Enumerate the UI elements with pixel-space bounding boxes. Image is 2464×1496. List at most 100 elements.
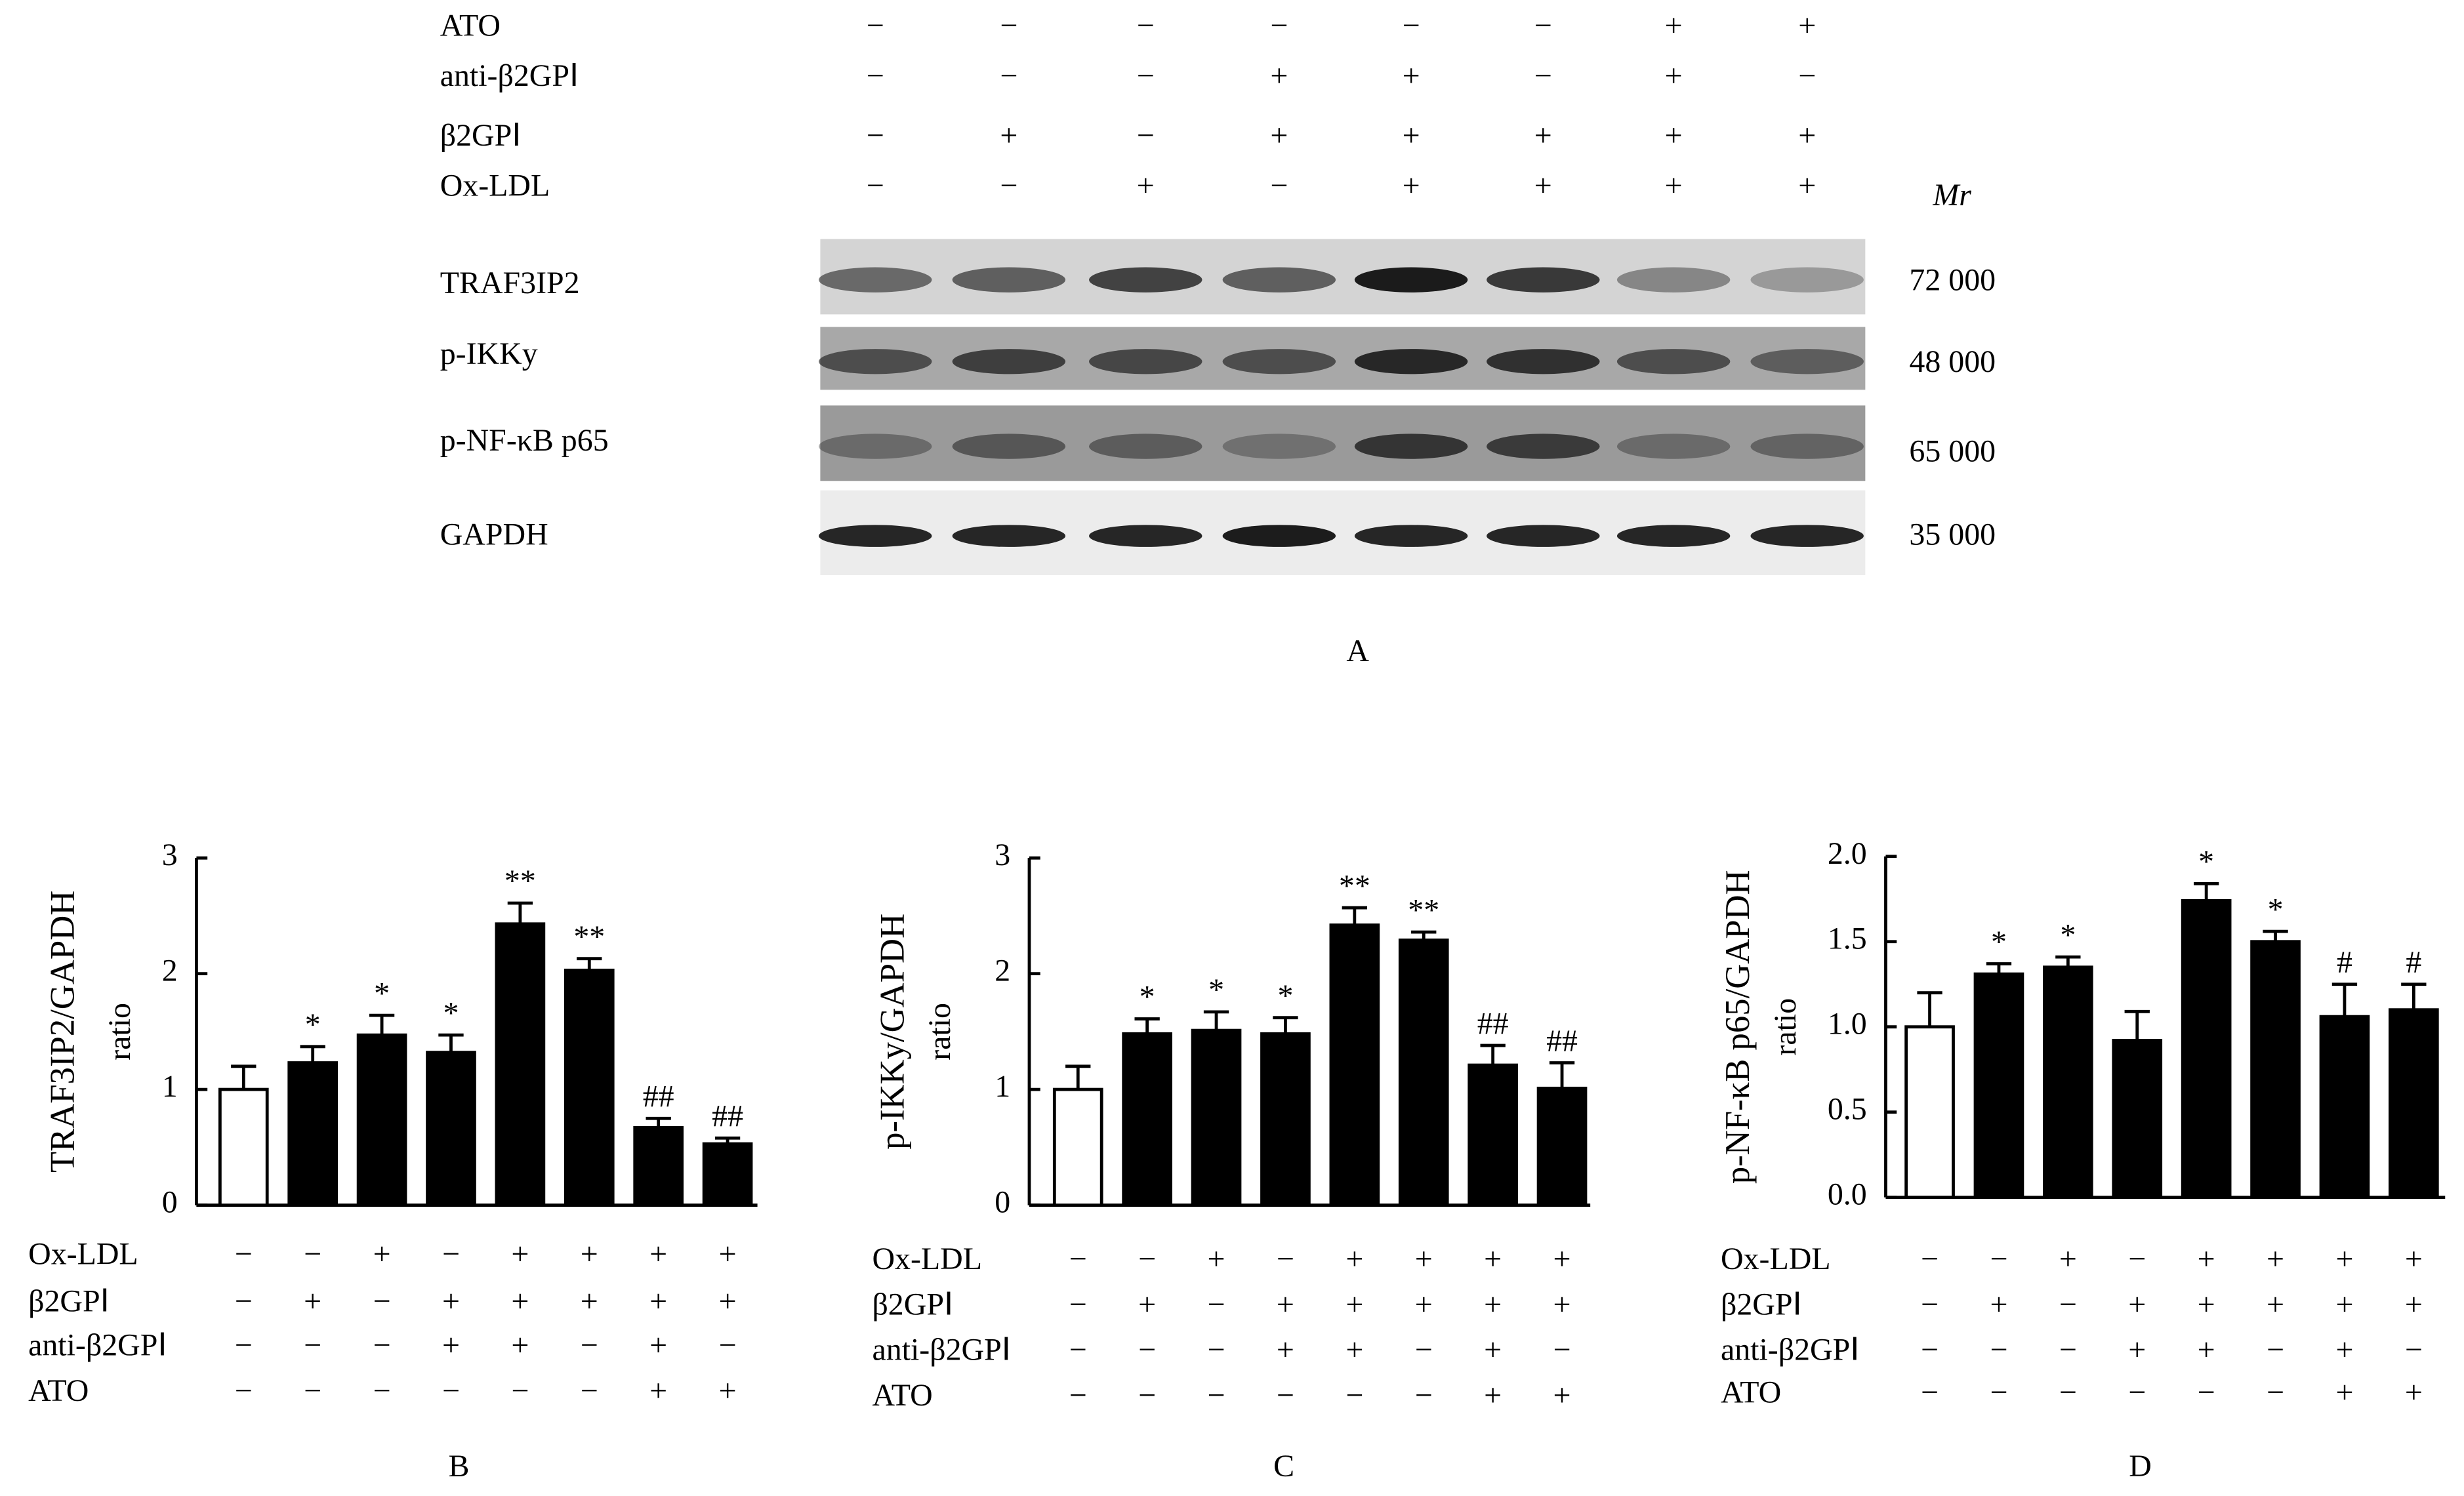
condition-sign: − xyxy=(304,1373,321,1408)
condition-sign: − xyxy=(1000,58,1017,93)
condition-sign: + xyxy=(2128,1333,2146,1367)
y-tick-label: 2.0 xyxy=(1828,836,1867,871)
panel-label: B xyxy=(448,1449,469,1484)
condition-sign: − xyxy=(2198,1375,2215,1409)
condition-sign: + xyxy=(1553,1287,1571,1322)
condition-sign: − xyxy=(235,1373,253,1408)
condition-sign: − xyxy=(1534,58,1552,93)
condition-sign: − xyxy=(1553,1333,1571,1367)
condition-sign: − xyxy=(2059,1375,2077,1409)
condition-sign: − xyxy=(1277,1242,1294,1276)
condition-label: Ox-LDL xyxy=(872,1242,982,1276)
error-bar xyxy=(1411,930,1437,940)
mr-label: Mr xyxy=(1932,178,1971,212)
condition-sign: + xyxy=(1403,118,1420,153)
significance-label: ** xyxy=(1339,868,1370,903)
condition-sign: − xyxy=(1277,1378,1294,1413)
band-mr: 65 000 xyxy=(1909,434,1996,469)
band-mr: 48 000 xyxy=(1909,344,1996,379)
blot-band xyxy=(1487,434,1600,459)
condition-sign: − xyxy=(1069,1287,1087,1322)
condition-sign: − xyxy=(1990,1375,2007,1409)
condition-sign: + xyxy=(1665,118,1683,153)
error-bar xyxy=(2193,881,2219,901)
blot-band xyxy=(1354,349,1468,374)
condition-sign: + xyxy=(1345,1333,1363,1367)
blot-band xyxy=(952,349,1066,374)
blot-band xyxy=(819,434,932,459)
condition-sign: − xyxy=(1137,118,1155,153)
condition-sign: + xyxy=(2198,1333,2215,1367)
blot-band xyxy=(1354,525,1468,547)
condition-sign: − xyxy=(1137,58,1155,93)
error-bar xyxy=(369,1013,395,1036)
condition-sign: − xyxy=(2405,1333,2423,1367)
condition-sign: − xyxy=(1921,1242,1939,1276)
error-bar xyxy=(2055,955,2081,967)
condition-sign: + xyxy=(1270,58,1288,93)
blot-band xyxy=(1354,267,1468,293)
y-axis-label: p-NF-κB p65/GAPDH xyxy=(1719,870,1757,1184)
condition-sign: − xyxy=(373,1373,391,1408)
condition-sign: + xyxy=(1000,118,1017,153)
blot-band xyxy=(819,525,932,547)
bar xyxy=(1398,939,1449,1207)
band-label: GAPDH xyxy=(440,517,548,552)
blot-band xyxy=(1616,267,1731,293)
condition-sign: + xyxy=(1415,1287,1433,1322)
condition-sign: − xyxy=(2059,1333,2077,1367)
significance-label: * xyxy=(443,996,459,1030)
condition-sign: − xyxy=(442,1373,460,1408)
condition-sign: − xyxy=(1069,1242,1087,1276)
condition-sign: − xyxy=(1403,8,1420,43)
condition-sign: + xyxy=(649,1237,667,1272)
y-tick-label: 0.0 xyxy=(1828,1177,1867,1212)
blot-band xyxy=(1222,434,1336,459)
significance-label: ## xyxy=(1546,1024,1578,1059)
condition-label: β2GPⅠ xyxy=(440,118,522,153)
condition-sign: − xyxy=(581,1373,598,1408)
bar xyxy=(2112,1039,2163,1199)
blot-band xyxy=(1487,267,1600,293)
condition-sign: − xyxy=(511,1373,529,1408)
condition-sign: + xyxy=(442,1328,460,1363)
condition-sign: + xyxy=(2335,1287,2353,1322)
blot-band xyxy=(1750,434,1864,459)
y-tick-label: 0 xyxy=(162,1185,178,1220)
significance-label: * xyxy=(2268,892,2284,927)
condition-sign: + xyxy=(2335,1375,2353,1409)
bar xyxy=(218,1087,269,1207)
condition-sign: + xyxy=(1345,1287,1363,1322)
blot-band xyxy=(1750,267,1864,293)
blot-band xyxy=(1750,525,1864,547)
condition-label: anti-β2GPⅠ xyxy=(872,1333,1010,1367)
error-bar xyxy=(2124,1009,2150,1041)
condition-sign: + xyxy=(1553,1242,1571,1276)
error-bar xyxy=(2331,982,2358,1017)
condition-sign: + xyxy=(1277,1287,1294,1322)
blot-band xyxy=(819,349,932,374)
bar xyxy=(702,1142,753,1207)
condition-label: ATO xyxy=(872,1378,932,1413)
error-bar xyxy=(231,1064,257,1090)
error-bar xyxy=(1134,1017,1160,1034)
significance-label: ## xyxy=(643,1079,674,1114)
y-axis-label: p-IKKy/GAPDH xyxy=(873,914,911,1150)
condition-sign: + xyxy=(1484,1242,1502,1276)
condition-sign: + xyxy=(1665,8,1683,43)
condition-sign: + xyxy=(581,1237,598,1272)
bar xyxy=(1468,1063,1518,1207)
blot-band xyxy=(1616,349,1731,374)
error-bar xyxy=(438,1033,464,1053)
condition-sign: − xyxy=(719,1328,737,1363)
condition-sign: + xyxy=(2405,1375,2423,1409)
significance-label: ## xyxy=(1477,1006,1509,1041)
band-mr: 72 000 xyxy=(1909,262,1996,297)
error-bar xyxy=(577,957,602,971)
condition-label: ATO xyxy=(440,8,501,43)
bar xyxy=(2043,965,2093,1199)
y-tick-label: 3 xyxy=(162,838,178,872)
error-bar xyxy=(1480,1043,1506,1066)
